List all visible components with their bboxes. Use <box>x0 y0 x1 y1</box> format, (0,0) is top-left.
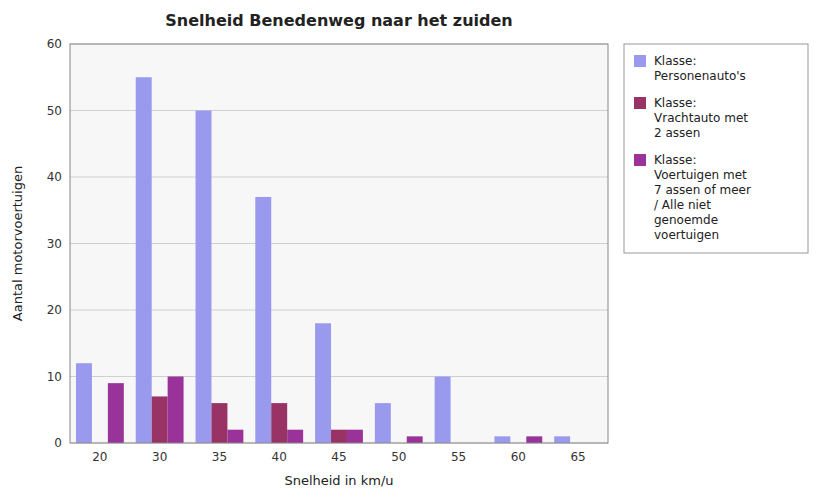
x-tick-label: 30 <box>152 450 167 464</box>
bar <box>526 436 542 443</box>
y-tick-label: 20 <box>47 303 62 317</box>
legend-swatch <box>634 97 646 109</box>
bar <box>271 403 287 443</box>
plot-area <box>70 44 608 443</box>
bar <box>435 377 451 444</box>
y-tick-label: 40 <box>47 170 62 184</box>
plot-frame <box>70 44 608 443</box>
x-tick-label: 55 <box>451 450 466 464</box>
x-axis-label: Snelheid in km/u <box>284 473 393 488</box>
bar <box>347 430 363 443</box>
y-tick-label: 30 <box>47 237 62 251</box>
legend-label: Klasse:Personenauto's <box>654 54 746 83</box>
bar <box>494 436 510 443</box>
bars <box>76 77 570 443</box>
bar <box>211 403 227 443</box>
bar <box>375 403 391 443</box>
legend-swatch <box>634 154 646 166</box>
bar <box>227 430 243 443</box>
bar <box>331 430 347 443</box>
bar <box>196 111 212 444</box>
bar <box>287 430 303 443</box>
bar <box>554 436 570 443</box>
legend-label: Klasse:Voertuigen met7 assen of meer/ Al… <box>654 153 751 242</box>
y-tick-label: 60 <box>47 37 62 51</box>
bar <box>108 383 124 443</box>
x-tick-label: 40 <box>272 450 287 464</box>
legend-label: Klasse:Vrachtauto met2 assen <box>654 96 748 140</box>
x-tick-label: 20 <box>92 450 107 464</box>
title: Snelheid Benedenweg naar het zuiden <box>165 11 512 30</box>
y-axis-label: Aantal motorvoertuigen <box>10 166 25 321</box>
bar <box>168 377 184 444</box>
bar <box>255 197 271 443</box>
chart: 0 10 20 30 40 50 60 20 30 35 40 45 50 55 60 65 Snelheid … <box>0 0 818 501</box>
bar <box>407 436 423 443</box>
x-tick-label: 35 <box>212 450 227 464</box>
bar <box>315 323 331 443</box>
legend-swatch <box>634 55 646 67</box>
grid <box>70 44 608 443</box>
legend: Klasse:Personenauto's Klasse:Vrachtauto m… <box>624 44 808 253</box>
legend-box <box>624 44 808 253</box>
bar <box>76 363 92 443</box>
y-tick-label: 50 <box>47 104 62 118</box>
bar <box>152 396 168 443</box>
x-tick-label: 45 <box>331 450 346 464</box>
x-tick-label: 50 <box>391 450 406 464</box>
y-tick-label: 0 <box>54 436 62 450</box>
y-tick-label: 10 <box>47 370 62 384</box>
x-tick-label: 65 <box>570 450 585 464</box>
bar <box>136 77 152 443</box>
x-tick-label: 60 <box>511 450 526 464</box>
